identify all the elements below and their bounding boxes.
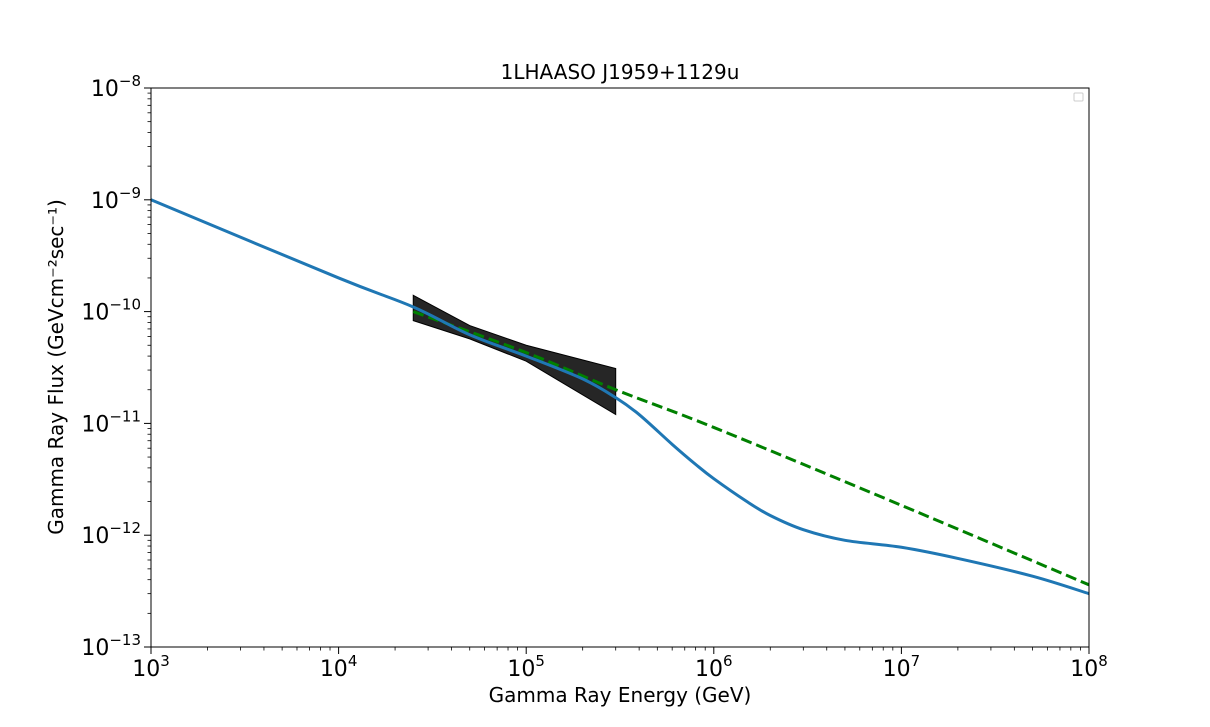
x-tick-label: 106: [695, 652, 733, 682]
ticks-layer: 103 104 105 106 107 10810−1310−1210−1110−1010…: [81, 72, 1107, 682]
x-tick-label: 103: [132, 652, 170, 682]
x-axis-label: Gamma Ray Energy (GeV): [489, 683, 752, 707]
chart-title: 1LHAASO J1959+1129u: [501, 60, 740, 84]
x-tick-label: 107: [883, 652, 921, 682]
y-tick-label: 10−11: [81, 407, 141, 437]
series-model-solid-line: [150, 198, 1090, 596]
x-tick-label: 104: [320, 652, 358, 682]
plot-area-frame: [150, 87, 1090, 648]
confidence-band: [412, 294, 617, 416]
y-tick-label: 10−9: [91, 184, 141, 214]
y-tick-label: 10−8: [91, 72, 141, 102]
y-tick-label: 10−10: [81, 296, 141, 326]
series-layer: [150, 198, 1090, 596]
series-powerlaw-dashed-line: [412, 310, 1090, 587]
confidence-band-layer: [412, 294, 617, 416]
legend-box: [1073, 92, 1084, 102]
y-axis-label: Gamma Ray Flux (GeVcm⁻²sec⁻¹): [44, 199, 68, 535]
x-tick-label: 105: [507, 652, 545, 682]
x-tick-label: 108: [1070, 652, 1108, 682]
y-tick-label: 10−12: [81, 519, 141, 549]
